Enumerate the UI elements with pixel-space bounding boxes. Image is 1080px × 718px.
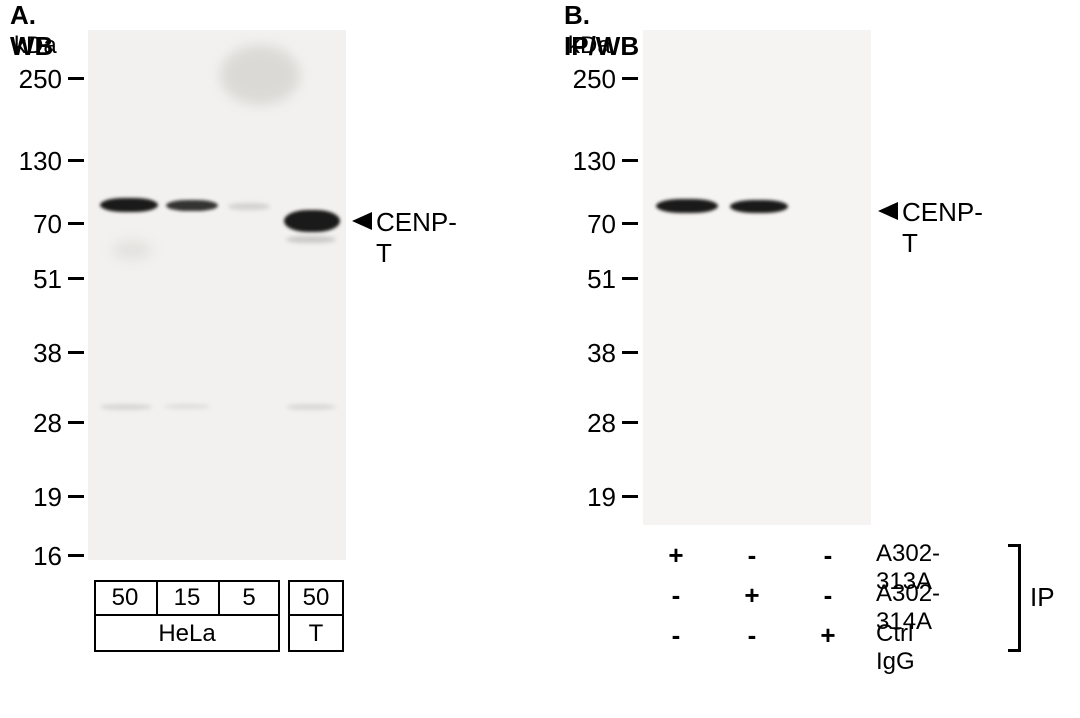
mw-tick bbox=[622, 495, 638, 498]
mw-label: 130 bbox=[8, 146, 62, 177]
ip-band bbox=[730, 200, 788, 213]
ip-mark: - bbox=[736, 620, 768, 651]
ip-mark: - bbox=[812, 580, 844, 611]
ip-band bbox=[656, 199, 718, 213]
ip-mark: + bbox=[812, 620, 844, 651]
wb-band bbox=[100, 198, 158, 212]
ip-mark: - bbox=[812, 540, 844, 571]
lane-load: 15 bbox=[156, 584, 218, 612]
mw-tick bbox=[68, 495, 84, 498]
ip-bracket bbox=[1008, 649, 1018, 652]
mw-tick bbox=[68, 277, 84, 280]
lane-group: T bbox=[288, 620, 344, 648]
mw-tick bbox=[622, 277, 638, 280]
lane-load: 50 bbox=[288, 584, 344, 612]
ip-mark: + bbox=[660, 540, 692, 571]
blot-b bbox=[643, 30, 871, 525]
wb-band bbox=[286, 236, 336, 243]
mw-label: 28 bbox=[576, 408, 616, 439]
mw-tick bbox=[622, 159, 638, 162]
mw-label: 130 bbox=[562, 146, 616, 177]
cenp-t-label: CENP-T bbox=[902, 197, 983, 259]
mw-label: 51 bbox=[576, 264, 616, 295]
ip-bracket bbox=[1018, 544, 1021, 652]
wb-band bbox=[166, 200, 218, 211]
ip-mark: - bbox=[660, 580, 692, 611]
mw-label: 250 bbox=[562, 64, 616, 95]
mw-label: 28 bbox=[22, 408, 62, 439]
blot-a bbox=[88, 30, 346, 560]
mw-tick bbox=[68, 554, 84, 557]
panel-b-kda: kDa bbox=[568, 32, 611, 60]
blot-smudge bbox=[112, 240, 152, 260]
ip-antibody-label: Ctrl IgG bbox=[876, 620, 915, 676]
wb-band bbox=[284, 210, 340, 232]
wb-band bbox=[228, 203, 270, 210]
panel-a-kda: kDa bbox=[14, 32, 57, 60]
mw-tick bbox=[68, 222, 84, 225]
cenp-t-arrow-icon bbox=[878, 202, 898, 220]
mw-tick bbox=[68, 351, 84, 354]
wb-band bbox=[100, 404, 152, 410]
ip-bracket-label: IP bbox=[1030, 582, 1055, 613]
mw-tick bbox=[68, 421, 84, 424]
mw-label: 51 bbox=[22, 264, 62, 295]
wb-band bbox=[286, 404, 336, 410]
mw-label: 38 bbox=[576, 338, 616, 369]
mw-label: 19 bbox=[576, 482, 616, 513]
blot-smudge bbox=[220, 45, 300, 105]
lane-load: 50 bbox=[94, 584, 156, 612]
mw-label: 70 bbox=[576, 209, 616, 240]
mw-label: 16 bbox=[22, 541, 62, 572]
wb-band bbox=[164, 404, 210, 409]
ip-mark: - bbox=[736, 540, 768, 571]
mw-label: 19 bbox=[22, 482, 62, 513]
lane-group: HeLa bbox=[94, 620, 280, 648]
mw-label: 250 bbox=[8, 64, 62, 95]
ip-mark: - bbox=[660, 620, 692, 651]
lane-load: 5 bbox=[218, 584, 280, 612]
mw-tick bbox=[622, 351, 638, 354]
cenp-t-arrow-icon bbox=[352, 212, 372, 230]
mw-label: 70 bbox=[22, 209, 62, 240]
ip-bracket bbox=[1008, 544, 1018, 547]
mw-tick bbox=[622, 222, 638, 225]
mw-tick bbox=[622, 77, 638, 80]
ip-mark: + bbox=[736, 580, 768, 611]
mw-tick bbox=[68, 159, 84, 162]
mw-label: 38 bbox=[22, 338, 62, 369]
mw-tick bbox=[622, 421, 638, 424]
mw-tick bbox=[68, 77, 84, 80]
cenp-t-label: CENP-T bbox=[376, 207, 457, 269]
